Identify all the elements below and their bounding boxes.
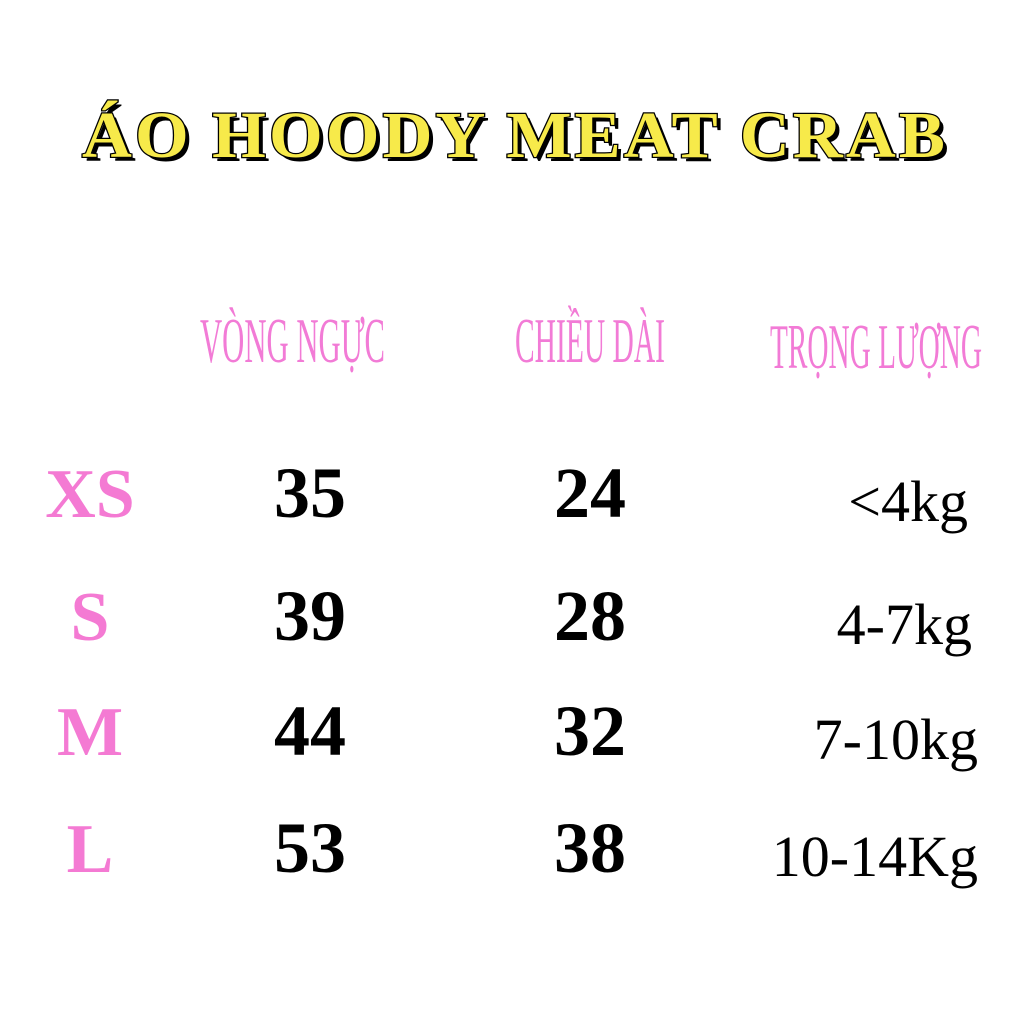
length-value: 32: [554, 691, 626, 771]
chest-value: 39: [274, 576, 346, 656]
table-body: XS 35 24 <4kg S 39 28 4-7kg M 44 32 7-10kg L 53 38 10-1…: [45, 453, 978, 889]
chest-value: 44: [274, 691, 346, 771]
size-label: M: [57, 694, 123, 771]
length-value: 38: [554, 808, 626, 888]
size-label: S: [71, 579, 110, 656]
title: ÁO HOODY MEAT CRAB: [82, 99, 948, 172]
size-label: L: [67, 811, 114, 888]
weight-value: 4-7kg: [837, 592, 972, 657]
column-header: CHIỀU DÀI: [515, 305, 665, 376]
weight-value: <4kg: [848, 469, 968, 534]
weight-value: 10-14Kg: [772, 824, 978, 889]
title-shadow: ÁO HOODY MEAT CRAB: [86, 103, 952, 176]
chest-value: 53: [274, 808, 346, 888]
length-value: 24: [554, 453, 626, 533]
weight-value: 7-10kg: [814, 707, 978, 772]
size-label: XS: [45, 456, 134, 533]
chest-value: 35: [274, 453, 346, 533]
column-header: TRỌNG LƯỢNG: [770, 311, 982, 382]
column-header: VÒNG NGỰC: [200, 305, 385, 376]
length-value: 28: [554, 576, 626, 656]
